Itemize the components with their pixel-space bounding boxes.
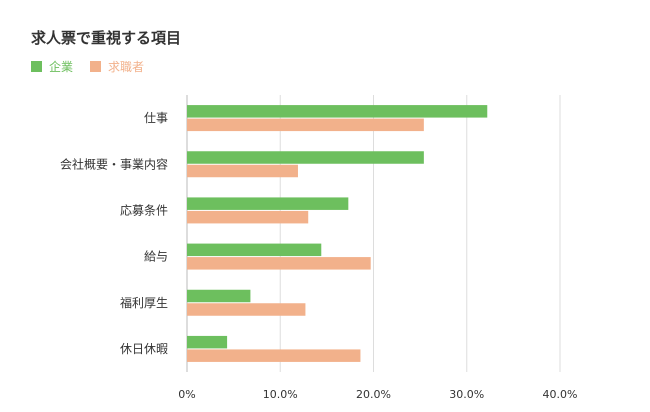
chart-title: 求人票で重視する項目 bbox=[31, 29, 181, 47]
bars bbox=[187, 105, 488, 362]
x-tick-label: 0% bbox=[178, 388, 195, 401]
bar-jobseeker bbox=[187, 164, 298, 178]
x-tick-label: 30.0% bbox=[449, 388, 484, 401]
category-label: 休日休暇 bbox=[120, 342, 168, 356]
bar-company bbox=[187, 289, 251, 303]
bar-jobseeker bbox=[187, 118, 424, 132]
category-label: 福利厚生 bbox=[120, 295, 168, 310]
bar-company bbox=[187, 243, 322, 257]
x-tick-label: 40.0% bbox=[543, 388, 578, 401]
category-label: 会社概要・事業内容 bbox=[60, 156, 168, 171]
bar-company bbox=[187, 105, 488, 118]
x-tick-labels: 0% 10.0% 20.0% 30.0% 40.0% bbox=[178, 388, 577, 401]
bar-company bbox=[187, 197, 349, 210]
bar-company bbox=[187, 335, 228, 349]
x-tick-label: 20.0% bbox=[356, 388, 391, 401]
legend-label-company: 企業 bbox=[49, 59, 73, 74]
bar-company bbox=[187, 151, 424, 164]
legend-label-jobseeker: 求職者 bbox=[108, 60, 144, 74]
x-tick-label: 10.0% bbox=[263, 388, 298, 401]
legend-swatch-jobseeker bbox=[90, 61, 101, 72]
category-label: 応募条件 bbox=[120, 203, 168, 217]
bar-jobseeker bbox=[187, 210, 309, 224]
bar-jobseeker bbox=[187, 257, 371, 270]
legend-swatch-company bbox=[31, 61, 42, 72]
bar-jobseeker bbox=[187, 349, 361, 362]
category-label: 給与 bbox=[144, 250, 168, 264]
category-label: 仕事 bbox=[144, 111, 168, 125]
grid bbox=[186, 95, 561, 372]
bar-jobseeker bbox=[187, 303, 306, 316]
